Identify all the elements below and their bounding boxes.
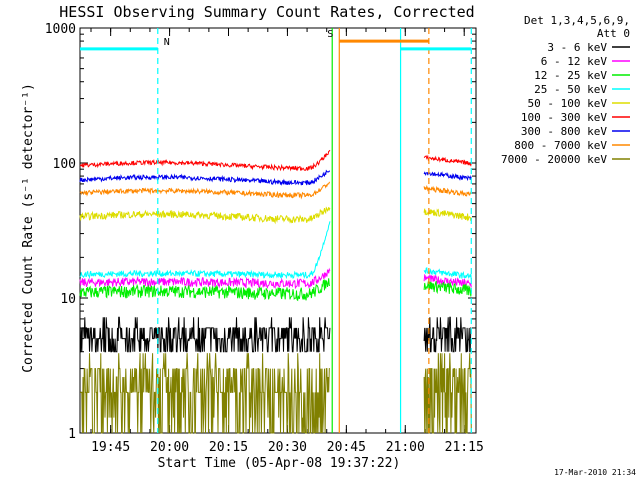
flag-label: S <box>327 29 333 40</box>
y-tick-label: 100 <box>53 157 76 172</box>
y-axis-label: Corrected Count Rate (s⁻¹ detector⁻¹) <box>21 83 36 373</box>
series-line-2 <box>79 278 330 302</box>
series-line-6 <box>79 169 330 186</box>
legend-label: 3 - 6 keV <box>547 41 607 54</box>
series-line-8 <box>423 353 472 434</box>
x-tick-label: 20:30 <box>268 440 307 455</box>
plot-frame <box>79 27 477 434</box>
y-tick-label: 10 <box>60 292 76 307</box>
x-tick-label: 21:00 <box>386 440 425 455</box>
series-line-7 <box>423 185 472 197</box>
x-tick-label: 21:15 <box>445 440 484 455</box>
series-line-4 <box>79 206 331 225</box>
series-line-0 <box>80 316 331 353</box>
x-tick-label: 20:00 <box>150 440 189 455</box>
x-tick-label: 20:45 <box>327 440 366 455</box>
series-line-5 <box>79 149 331 172</box>
series-line-6 <box>423 171 472 182</box>
series-line-3 <box>423 267 472 280</box>
plot-area: 1 10 100 1000 19:45 20:00 20:15 20:30 20:45 21:00… <box>45 22 484 455</box>
x-tick-label: 19:45 <box>91 440 130 455</box>
series-line-7 <box>79 181 330 200</box>
series-line-0 <box>423 316 472 353</box>
series-line-8 <box>80 353 330 434</box>
legend-label: 7000 - 20000 keV <box>501 153 607 166</box>
flag-label: N <box>164 37 170 48</box>
timestamp: 17-Mar-2010 21:34 <box>554 468 636 477</box>
legend-header: Det 1,3,4,5,6,9, <box>524 14 630 27</box>
series-line-2 <box>423 281 472 297</box>
legend-label: 800 - 7000 keV <box>514 139 607 152</box>
series-line-1 <box>79 267 331 290</box>
legend-header: Att 0 <box>597 27 630 40</box>
x-axis-label: Start Time (05-Apr-08 19:37:22) <box>158 456 401 471</box>
chart-title: HESSI Observing Summary Count Rates, Cor… <box>59 3 474 21</box>
y-tick-label: 1000 <box>45 22 76 37</box>
legend-label: 6 - 12 keV <box>541 55 608 68</box>
series-line-3 <box>79 221 331 280</box>
series-line-1 <box>423 273 472 288</box>
legend-label: 100 - 300 keV <box>521 111 607 124</box>
legend-label: 25 - 50 keV <box>534 83 607 96</box>
x-tick-label: 20:15 <box>209 440 248 455</box>
legend-label: 12 - 25 keV <box>534 69 607 82</box>
legend-label: 300 - 800 keV <box>521 125 607 138</box>
y-tick-label: 1 <box>68 427 76 442</box>
series-line-5 <box>423 154 472 167</box>
series-line-4 <box>423 208 472 222</box>
legend-label: 50 - 100 keV <box>528 97 608 110</box>
